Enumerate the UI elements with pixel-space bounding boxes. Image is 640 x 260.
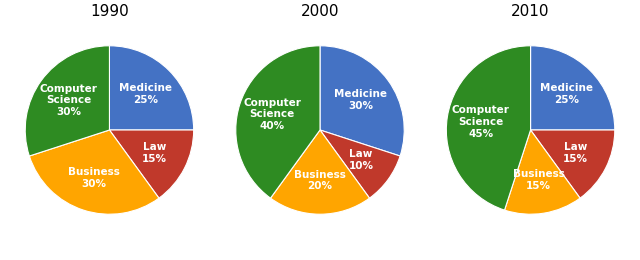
Wedge shape [446,46,531,210]
Wedge shape [271,130,369,214]
Text: Business
20%: Business 20% [294,170,346,191]
Text: Medicine
25%: Medicine 25% [540,83,593,105]
Text: Business
15%: Business 15% [513,169,564,191]
Text: Business
30%: Business 30% [68,167,120,189]
Wedge shape [320,130,400,198]
Wedge shape [236,46,320,198]
Text: Medicine
25%: Medicine 25% [118,83,172,105]
Wedge shape [531,130,615,198]
Wedge shape [109,46,194,130]
Title: 1990: 1990 [90,4,129,20]
Title: 2010: 2010 [511,4,550,20]
Wedge shape [109,130,194,198]
Wedge shape [320,46,404,156]
Wedge shape [504,130,580,214]
Text: Medicine
30%: Medicine 30% [334,89,387,111]
Wedge shape [29,130,159,214]
Text: Computer
Science
30%: Computer Science 30% [40,84,97,117]
Text: Computer
Science
45%: Computer Science 45% [452,106,509,139]
Wedge shape [25,46,109,156]
Text: Law
15%: Law 15% [563,142,588,164]
Wedge shape [531,46,615,130]
Text: Law
15%: Law 15% [142,142,167,164]
Text: Computer
Science
40%: Computer Science 40% [243,98,301,131]
Title: 2000: 2000 [301,4,339,20]
Text: Law
10%: Law 10% [348,149,373,171]
